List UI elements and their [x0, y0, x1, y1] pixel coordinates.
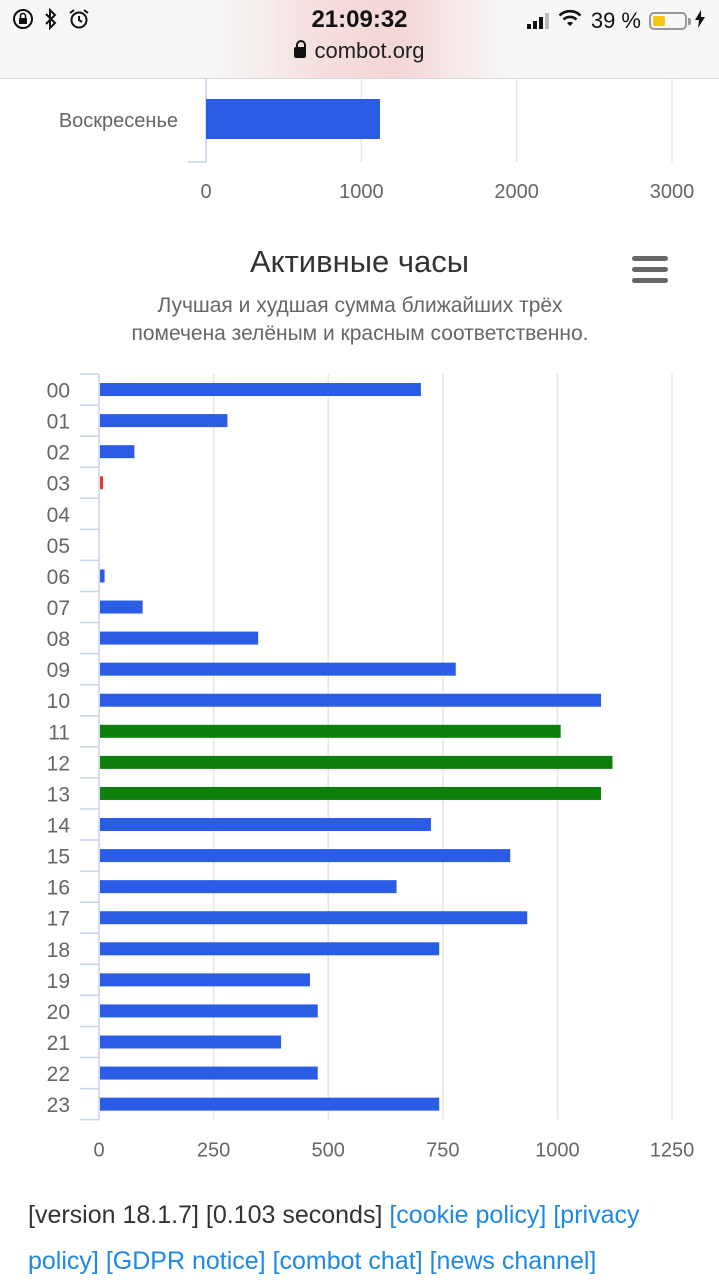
category-label: 18: [47, 939, 70, 962]
bar-hour-09: [100, 662, 456, 676]
category-label: 05: [47, 535, 70, 558]
status-icons-left: [12, 7, 90, 36]
bluetooth-icon: [44, 7, 58, 36]
hamburger-menu-icon: [632, 256, 668, 261]
bar-hour-13: [100, 786, 602, 800]
news-channel-link[interactable]: [news channel]: [429, 1247, 597, 1275]
category-label: 10: [47, 690, 70, 713]
bar-hour-14: [100, 818, 431, 832]
x-tick-label: 0: [200, 181, 211, 203]
footer-version: [version 18.1.7]: [28, 1201, 199, 1229]
category-label: 00: [47, 380, 70, 403]
chart-menu-button[interactable]: [632, 256, 668, 286]
bar-hour-00: [100, 383, 421, 397]
chart-subtitle-line-2: помечена зелёным и красным соответственн…: [131, 322, 589, 345]
chart-title: Активные часы: [250, 244, 469, 279]
category-label: 20: [47, 1001, 70, 1024]
privacy-policy-link[interactable]: [privacy policy]: [28, 1201, 640, 1275]
bar-hour-12: [100, 755, 613, 769]
bar-hour-02: [100, 445, 135, 459]
category-label: 06: [47, 566, 70, 589]
bar-hour-11: [100, 724, 561, 738]
combot-chat-link[interactable]: [combot chat]: [272, 1247, 423, 1275]
bar-hour-08: [100, 631, 259, 645]
status-time: 21:09:32: [311, 6, 408, 33]
url-text: combot.org: [314, 38, 425, 63]
bar-hour-20: [100, 1004, 318, 1018]
category-label: 07: [47, 597, 70, 620]
x-tick-label: 1000: [535, 1140, 580, 1162]
footer: [version 18.1.7] [0.103 seconds] [cookie…: [28, 1192, 708, 1284]
bar-hour-03: [100, 476, 103, 490]
address-bar[interactable]: combot.org: [0, 38, 719, 64]
category-label: 01: [47, 411, 70, 434]
alarm-icon: [68, 8, 90, 36]
bar-hour-21: [100, 1035, 282, 1049]
category-label: 16: [47, 877, 70, 900]
active-hours-chart: 0 250 500 750 1000 1250 00 01 02 03 04 05 06 07 08 09 10…: [47, 373, 695, 1162]
bar-hour-23: [100, 1097, 440, 1111]
status-bar: 21:09:32 combot.org 39 %: [0, 0, 719, 79]
category-label: 19: [47, 970, 70, 993]
category-label: 17: [47, 908, 70, 931]
category-label: 21: [47, 1032, 70, 1055]
battery-icon: [649, 12, 691, 30]
category-label: 14: [47, 815, 71, 838]
category-label: 04: [47, 504, 71, 527]
bar-sunday: [206, 99, 380, 139]
x-tick-label: 500: [312, 1140, 345, 1162]
x-tick-label: 750: [426, 1140, 459, 1162]
x-tick-label: 250: [197, 1140, 230, 1162]
category-label: 11: [48, 721, 70, 744]
category-label: 12: [47, 752, 70, 775]
gdpr-notice-link[interactable]: [GDPR notice]: [105, 1247, 266, 1275]
x-tick-label: 1250: [650, 1140, 695, 1162]
x-tick-label: 0: [93, 1140, 104, 1162]
status-icons-right: 39 %: [526, 8, 705, 34]
category-label: 02: [47, 442, 70, 465]
footer-timing: [0.103 seconds]: [205, 1201, 383, 1229]
x-tick-label: 2000: [494, 181, 539, 203]
category-label: 09: [47, 659, 70, 682]
category-label: Воскресенье: [59, 110, 178, 132]
bar-hour-01: [100, 414, 228, 428]
x-tick-label: 3000: [650, 181, 695, 203]
weekday-chart: 0 1000 2000 3000 Воскресенье: [59, 78, 695, 203]
category-label: 15: [47, 846, 70, 869]
bar-hour-16: [100, 880, 397, 894]
cellular-signal-icon: [526, 13, 549, 29]
bar-hour-17: [100, 911, 528, 925]
battery-percent: 39 %: [590, 8, 641, 33]
cookie-policy-link[interactable]: [cookie policy]: [389, 1201, 547, 1229]
charging-icon: [695, 8, 705, 34]
category-label: 03: [47, 473, 70, 496]
bar-hour-22: [100, 1066, 318, 1080]
x-tick-label: 1000: [339, 181, 384, 203]
bar-hour-07: [100, 600, 143, 614]
chart-subtitle-line-1: Лучшая и худшая сумма ближайших трёх: [157, 294, 563, 317]
bar-hour-18: [100, 942, 440, 956]
category-label: 08: [47, 628, 70, 651]
category-label: 13: [47, 783, 70, 806]
hamburger-line: [632, 278, 668, 283]
category-label: 23: [47, 1094, 70, 1117]
chart-subtitle: Лучшая и худшая сумма ближайших трёх пом…: [60, 292, 660, 348]
battery-fill: [653, 16, 665, 26]
hamburger-line: [632, 267, 668, 272]
bar-hour-10: [100, 693, 602, 707]
lock-icon: [294, 40, 307, 58]
category-label: 22: [47, 1063, 70, 1086]
wifi-icon: [557, 8, 583, 34]
bar-hour-19: [100, 973, 310, 987]
rotation-lock-icon: [12, 8, 34, 36]
bar-hour-15: [100, 849, 511, 863]
bar-hour-06: [100, 569, 105, 583]
